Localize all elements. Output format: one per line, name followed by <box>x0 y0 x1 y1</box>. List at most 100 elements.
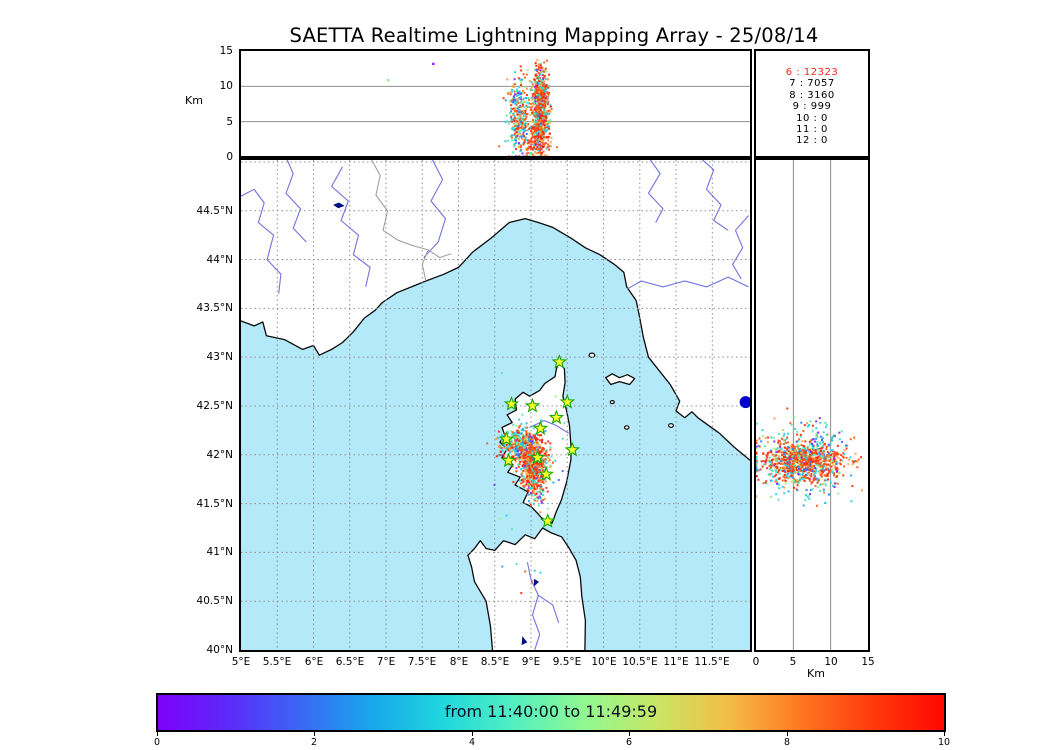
lightning-source-point <box>775 470 778 472</box>
lightning-source-point <box>824 459 827 462</box>
lightning-source-point <box>510 110 513 113</box>
lightning-source-point <box>784 456 787 458</box>
altitude-latitude-plot <box>756 160 863 650</box>
lightning-source-point <box>541 135 543 138</box>
lightning-source-point <box>530 473 533 476</box>
lightning-source-point <box>516 127 519 130</box>
lightning-source-point <box>533 473 536 475</box>
lightning-source-point <box>819 472 822 475</box>
lightning-source-point <box>783 432 786 435</box>
lightning-source-point <box>529 466 532 469</box>
lightning-source-point <box>789 455 792 458</box>
lightning-source-point <box>521 152 524 155</box>
lightning-source-point <box>534 130 536 132</box>
lightning-source-point <box>539 89 542 92</box>
lightning-source-point <box>536 442 539 445</box>
lightning-source-point <box>535 438 537 441</box>
lightning-source-point <box>533 448 536 451</box>
lightning-source-point <box>827 443 830 446</box>
lightning-source-point <box>847 463 850 466</box>
lightning-source-point <box>543 76 546 79</box>
lightning-source-point <box>517 92 520 95</box>
lightning-source-point <box>513 122 515 125</box>
river <box>647 160 664 223</box>
lightning-source-point <box>529 504 532 506</box>
lightning-source-point <box>525 479 528 482</box>
lightning-source-point <box>814 462 817 465</box>
lightning-source-point <box>532 104 535 107</box>
lightning-source-point <box>540 454 543 456</box>
station-count-row: 11 : 0 <box>796 124 828 136</box>
lightning-source-point <box>801 449 804 452</box>
lightning-source-point <box>529 461 531 464</box>
lightning-source-point <box>805 469 808 472</box>
lightning-source-point <box>510 443 513 446</box>
lightning-source-point <box>529 446 532 449</box>
lightning-source-point <box>804 477 807 480</box>
lightning-source-point <box>536 487 539 489</box>
lightning-source-point <box>548 148 551 151</box>
lightning-source-point <box>801 454 804 456</box>
lightning-source-point <box>535 470 538 473</box>
lightning-source-point <box>532 434 535 437</box>
lightning-source-point <box>812 424 814 427</box>
lightning-source-point <box>774 454 777 457</box>
lightning-source-point <box>824 457 827 460</box>
lightning-source-point <box>516 444 519 447</box>
lightning-source-point <box>538 84 541 87</box>
lightning-source-point <box>538 82 541 85</box>
lightning-source-point <box>805 466 808 469</box>
lightning-source-point <box>536 438 539 441</box>
lightning-source-point <box>525 138 528 141</box>
lightning-source-point <box>535 462 538 465</box>
lightning-source-point <box>530 125 533 128</box>
lightning-source-point <box>783 466 785 469</box>
lightning-source-point <box>777 498 780 501</box>
lightning-source-point <box>542 133 545 136</box>
lightning-source-point <box>533 436 536 438</box>
lightning-source-point <box>547 125 550 128</box>
longitude-tick-label: 5°E <box>231 656 251 668</box>
lightning-source-point <box>802 446 805 449</box>
lightning-source-point <box>510 117 513 120</box>
lightning-source-point <box>507 139 509 142</box>
lightning-source-point <box>530 445 533 448</box>
lightning-source-point <box>524 85 527 88</box>
lightning-source-point <box>817 464 820 466</box>
lightning-source-point <box>529 435 532 438</box>
lightning-source-point <box>527 98 530 101</box>
lightning-source-point <box>541 87 543 90</box>
lightning-source-point <box>834 482 837 485</box>
lightning-source-point <box>530 462 533 465</box>
lightning-source-point <box>544 154 547 156</box>
lightning-source-point <box>765 458 768 461</box>
lightning-source-point <box>840 454 842 456</box>
lightning-source-point <box>508 443 511 446</box>
lightning-source-point <box>790 453 793 456</box>
lightning-source-point <box>786 407 789 410</box>
lightning-source-point <box>543 75 546 77</box>
lightning-source-point <box>823 465 826 468</box>
lightning-source-point <box>546 466 549 469</box>
lightning-source-point <box>510 120 513 123</box>
lightning-source-point <box>538 155 541 156</box>
lightning-source-point <box>802 478 805 480</box>
lightning-source-point <box>800 421 803 424</box>
lightning-source-point <box>540 457 543 460</box>
lightning-source-point <box>523 443 526 446</box>
lightning-source-point <box>510 528 513 531</box>
lightning-source-point <box>786 461 789 464</box>
lightning-source-point <box>820 469 823 472</box>
lightning-source-point <box>509 93 512 96</box>
lightning-source-point <box>762 460 765 463</box>
lightning-source-point <box>523 135 526 138</box>
lightning-source-point <box>515 453 518 456</box>
lightning-source-point <box>535 93 538 96</box>
lightning-source-point <box>793 481 796 484</box>
lightning-source-point <box>522 469 525 472</box>
lightning-source-point <box>536 92 539 95</box>
lightning-source-point <box>823 460 826 463</box>
lightning-source-point <box>523 476 526 479</box>
lightning-source-point <box>799 478 801 481</box>
lightning-source-point <box>516 436 519 439</box>
